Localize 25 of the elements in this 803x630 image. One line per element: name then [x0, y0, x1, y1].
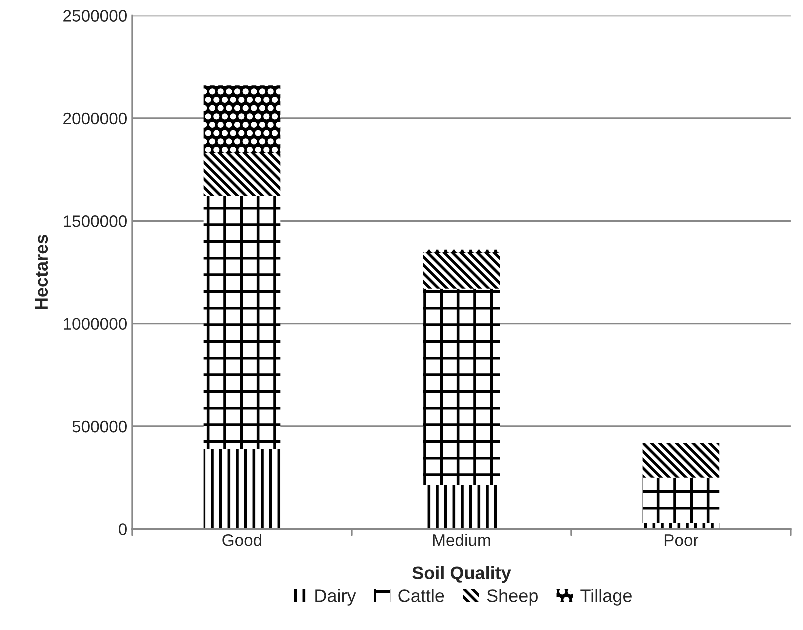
legend-label: Dairy	[316, 589, 356, 606]
bar	[204, 449, 281, 530]
bar	[423, 485, 500, 530]
x-axis-title: Soil Quality	[412, 566, 512, 584]
bar	[423, 250, 500, 253]
x-tick-label: Medium	[433, 534, 490, 546]
bar	[204, 196, 281, 450]
bar	[642, 478, 720, 524]
bar	[423, 252, 500, 289]
y-tick-label: 0	[119, 524, 127, 536]
legend-label: Tillage	[580, 589, 632, 606]
bar	[423, 288, 500, 486]
bar	[204, 153, 281, 196]
bar	[642, 442, 720, 478]
y-tick-label: 2000000	[64, 112, 127, 125]
legend-label: Cattle	[398, 589, 444, 602]
x-tick-label: Poor	[664, 534, 699, 546]
y-tick-label: 2500000	[64, 10, 127, 22]
bar	[204, 86, 281, 154]
x-tick-label: Good	[222, 534, 262, 546]
y-tick-label: 1500000	[64, 216, 127, 228]
y-axis-title: Hectares	[35, 235, 48, 310]
y-tick-label: 1000000	[64, 318, 127, 330]
legend-label: Sheep	[487, 589, 538, 606]
y-tick-label: 500000	[72, 420, 127, 433]
